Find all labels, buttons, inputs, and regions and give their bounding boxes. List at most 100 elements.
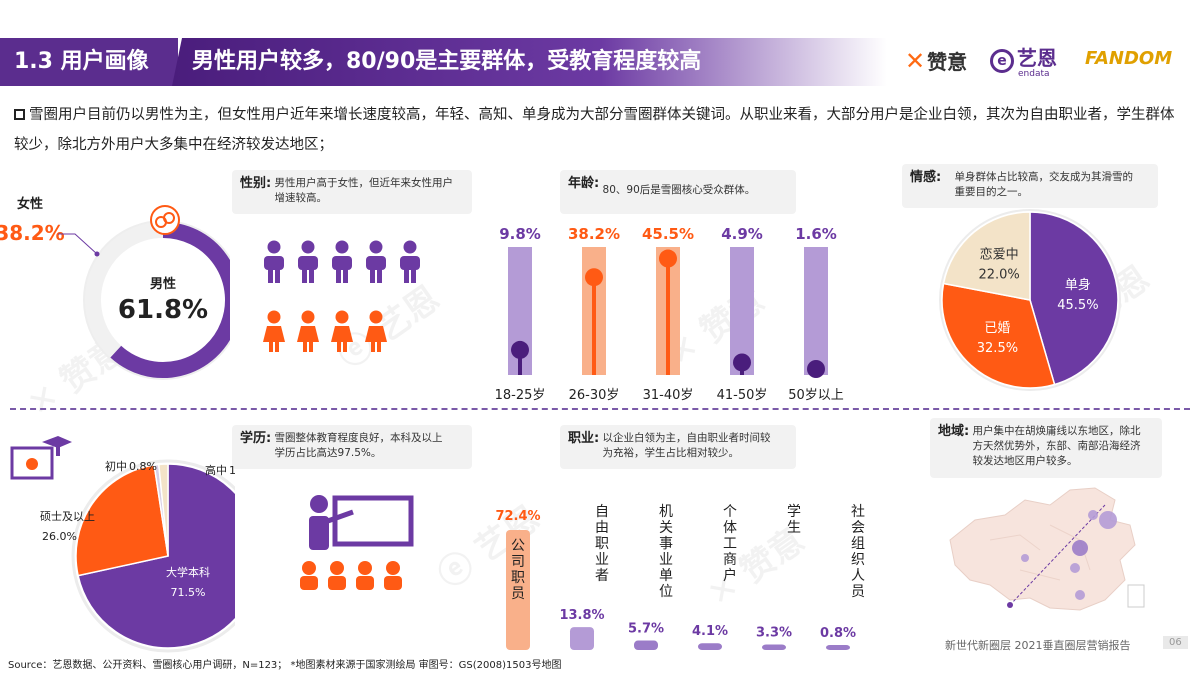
age-bar-dot <box>733 353 751 372</box>
job-category-char: 职 <box>595 536 609 552</box>
note-emotion: 情感: 单身群体占比较高，交友成为其滑雪的重要目的之一。 <box>902 164 1158 208</box>
people-male-row <box>264 240 420 283</box>
person-icon-body <box>400 256 420 270</box>
person-icon <box>301 240 315 254</box>
person-icon-leg <box>268 269 273 283</box>
person-icon-leg <box>309 342 313 352</box>
job-value-label: 4.1% <box>692 624 728 639</box>
emotion-ring <box>939 209 1121 391</box>
section-badge: 1.3 用户画像 <box>0 38 178 86</box>
job-bar <box>570 627 594 650</box>
person-icon-leg <box>377 269 382 283</box>
person-icon-leg <box>275 269 280 283</box>
job-category-char: 工 <box>723 536 737 552</box>
intro-body: 雪圈用户目前仍以男性为主，但女性用户近年来增长速度较高，年轻、高知、单身成为大部… <box>14 107 1175 153</box>
gender-donut-inner <box>103 240 223 360</box>
person-icon-leg <box>336 269 341 283</box>
person-icon <box>267 310 281 324</box>
endata-e-icon: e <box>990 49 1014 73</box>
person-icon <box>335 240 349 254</box>
logo-fandom: FANDOM <box>1085 48 1173 69</box>
age-value-label: 45.5% <box>642 225 694 243</box>
note-gender-label: 性别: <box>240 176 272 191</box>
person-icon <box>403 240 417 254</box>
age-category-label: 31-40岁 <box>643 388 694 403</box>
job-value-label: 72.4% <box>495 509 540 524</box>
gender-male-arc <box>110 222 230 378</box>
age-bar-dot <box>807 360 825 378</box>
job-category-char: 机 <box>659 504 673 520</box>
logo-zany-text: 赞意 <box>927 50 968 74</box>
person-icon-leg <box>343 269 348 283</box>
china-map-icon <box>949 487 1145 611</box>
person-icon-leg <box>302 269 307 283</box>
note-job: 职业: 以企业白领为主，自由职业者时间较为充裕，学生占比相对较少。 <box>560 425 796 469</box>
job-bar <box>826 645 850 650</box>
person-icon-leg <box>337 342 341 352</box>
note-age-label: 年龄: <box>568 176 600 191</box>
source-note: Source：艺恩数据、公开资料、雪圈核心用户调研，N=123； *地图素材来源… <box>8 660 562 671</box>
job-value-label: 0.8% <box>820 626 856 641</box>
teacher-icon <box>300 495 414 590</box>
person-icon-body <box>365 326 387 342</box>
age-category-label: 18-25岁 <box>495 388 546 403</box>
footer-report-title: 新世代新圈层 2021垂直圈层营销报告 <box>945 639 1131 652</box>
job-category-char: 员 <box>511 586 525 602</box>
person-icon-body <box>331 326 353 342</box>
education-chart: 大学本科 71.5% 硕士及以上 26.0% 初中0.8% 高中1.6% <box>40 459 235 653</box>
person-icon-leg <box>343 342 347 352</box>
job-bar <box>634 640 658 650</box>
person-icon-leg <box>411 269 416 283</box>
education-value-label: 71.5% <box>171 586 206 599</box>
age-bar-dot <box>511 340 529 359</box>
intro-text: 雪圈用户目前仍以男性为主，但女性用户近年来增长速度较高，年轻、高知、单身成为大部… <box>14 100 1184 160</box>
job-category-char: 职 <box>511 570 525 586</box>
emotion-value-label: 32.5% <box>977 341 1018 356</box>
note-region: 地域: 用户集中在胡焕庸线以东地区，除北方天然优势外，东部、南部沿海经济较发达地… <box>930 418 1162 478</box>
age-category-label: 50岁以上 <box>788 388 844 403</box>
job-bar <box>506 530 530 650</box>
person-icon-leg <box>275 342 279 352</box>
gender-female-label: 女性 <box>17 196 43 212</box>
job-value-label: 5.7% <box>628 622 664 637</box>
job-category-char: 学 <box>787 504 801 520</box>
emotion-slice <box>1029 211 1119 386</box>
age-bar-dot <box>659 249 677 268</box>
gender-symbol-icon <box>150 205 180 235</box>
job-value-label: 13.8% <box>559 608 604 623</box>
person-icon-leg <box>303 342 307 352</box>
page-number: 06 <box>1163 636 1188 649</box>
job-category-char: 公 <box>511 538 525 554</box>
page-title: 男性用户较多，80/90是主要群体，受教育程度较高 <box>172 38 887 86</box>
note-gender-text: 男性用户高于女性，但近年来女性用户增速较高。 <box>274 177 454 204</box>
person-icon <box>267 240 281 254</box>
job-category-char: 人 <box>851 568 865 584</box>
logo-endata: e 艺恩 endata <box>990 42 1057 79</box>
job-bar <box>762 644 786 650</box>
gender-leader-line <box>58 233 98 255</box>
emotion-category-label: 单身 <box>1065 277 1091 293</box>
emotion-slice <box>941 282 1056 389</box>
person-icon-leg <box>309 269 314 283</box>
job-category-char: 位 <box>659 584 673 600</box>
age-category-label: 41-50岁 <box>717 388 768 403</box>
person-icon-body <box>366 256 386 270</box>
person-icon-body <box>297 326 319 342</box>
age-value-label: 4.9% <box>721 225 763 243</box>
education-slice <box>75 464 169 577</box>
person-icon-leg <box>371 342 375 352</box>
person-icon-body <box>332 256 352 270</box>
education-slice <box>77 463 235 649</box>
education-category-label: 高中 <box>205 463 227 477</box>
education-value-label: 0.8% <box>129 460 157 473</box>
emotion-slice <box>942 211 1031 301</box>
header: 1.3 用户画像 男性用户较多，80/90是主要群体，受教育程度较高 ✕ 赞意 e… <box>0 0 1200 88</box>
gender-female-value: 38.2% <box>0 221 65 245</box>
education-category-label: 硕士及以上 <box>40 510 95 523</box>
age-value-label: 38.2% <box>568 225 620 243</box>
age-chart: 9.8% 18-25岁 38.2% 26-30岁 45.5% 31-40岁 4.9% 41-5… <box>495 225 844 403</box>
job-category-char: 体 <box>723 520 737 536</box>
age-bar-dot <box>585 268 603 287</box>
education-category-label: 初中 <box>105 459 127 473</box>
person-icon-body <box>263 326 285 342</box>
